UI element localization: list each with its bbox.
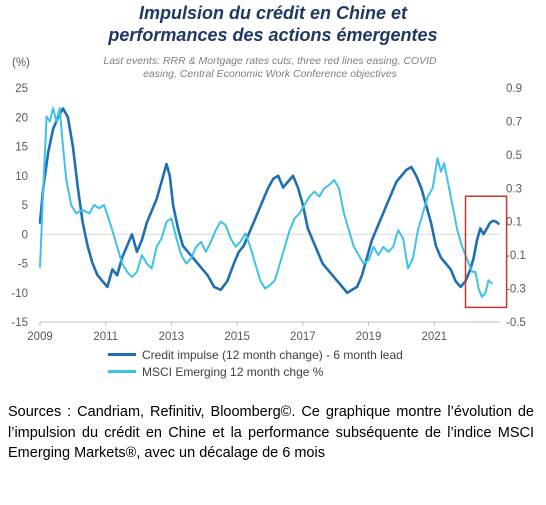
y-left-tick-label: 20 (15, 112, 28, 124)
x-tick-label: 2011 (93, 331, 118, 343)
legend-label-credit-impulse: Credit impulse (12 month change) - 6 mon… (142, 347, 403, 362)
y-left-tick-label: -5 (18, 259, 28, 271)
chart-plot: (%)2520151050-5-10-150.90.70.50.30.1-0.1… (11, 57, 526, 343)
y-left-tick-label: 25 (15, 83, 28, 95)
y-left-tick-label: 5 (22, 200, 28, 212)
chart-subtitle: Last events: RRR & Mortgage rates cuts, … (60, 55, 480, 81)
y-unit-label: (%) (12, 57, 30, 69)
y-right-tick-label: 0.1 (506, 217, 522, 229)
legend-swatch-credit-impulse (108, 353, 136, 356)
legend-label-msci-emerging: MSCI Emerging 12 month chge % (142, 364, 324, 379)
y-right-tick-label: -0.5 (506, 317, 526, 329)
series-line-credit-impulse (38, 107, 500, 295)
x-tick-label: 2013 (159, 331, 185, 343)
chart-title: Impulsion du crédit en Chine et performa… (0, 2, 546, 46)
y-right-tick-label: 0.5 (506, 150, 522, 162)
x-tick-label: 2021 (421, 331, 447, 343)
y-left-tick-label: 15 (15, 142, 28, 154)
y-right-tick-label: 0.9 (506, 83, 522, 95)
chart-subtitle-line-2: easing, Central Economic Work Conference… (143, 68, 397, 80)
y-left-tick-label: 0 (22, 229, 28, 241)
y-left-tick-label: -15 (11, 317, 28, 329)
legend-swatch-msci-emerging (108, 370, 136, 373)
chart-title-line-1: Impulsion du crédit en Chine et (138, 3, 408, 23)
y-right-tick-label: 0.3 (506, 183, 522, 195)
source-caption: Sources : Candriam, Refinitiv, Bloomberg… (8, 404, 534, 461)
series-line-msci-emerging (39, 107, 493, 298)
x-tick-label: 2019 (356, 331, 382, 343)
y-right-tick-label: 0.7 (506, 116, 522, 128)
y-left-tick-label: -10 (11, 288, 28, 300)
legend-item-msci-emerging: MSCI Emerging 12 month chge % (108, 363, 403, 380)
x-tick-label: 2009 (27, 331, 53, 343)
x-tick-label: 2017 (290, 331, 316, 343)
highlight-box (464, 195, 508, 309)
chart-subtitle-line-1: Last events: RRR & Mortgage rates cuts, … (103, 55, 437, 67)
y-left-tick-label: 10 (15, 171, 28, 183)
x-tick-label: 2015 (224, 331, 250, 343)
y-right-tick-label: -0.3 (506, 284, 526, 296)
legend-item-credit-impulse: Credit impulse (12 month change) - 6 mon… (108, 346, 403, 363)
chart-legend: Credit impulse (12 month change) - 6 mon… (108, 346, 403, 380)
y-right-tick-label: -0.1 (506, 250, 526, 262)
chart-title-line-2: performances des actions émergentes (108, 25, 438, 45)
